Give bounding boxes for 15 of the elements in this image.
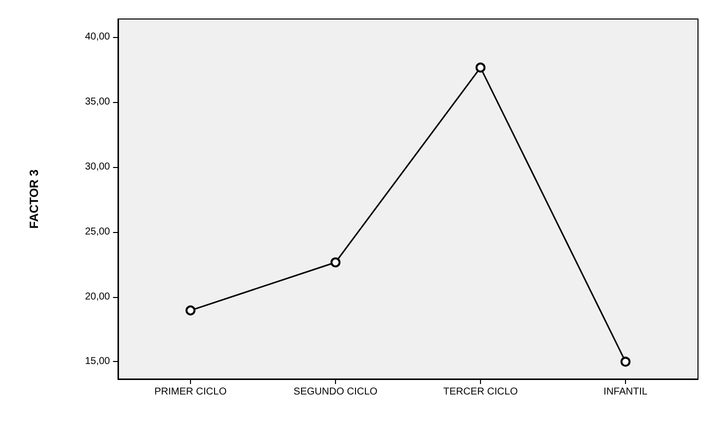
point <box>620 356 630 367</box>
y-tick-label: 40,00 <box>84 32 110 43</box>
point <box>476 62 486 73</box>
point <box>186 305 196 316</box>
x-tick-label: PRIMER CICLO <box>154 386 227 398</box>
y-axis-title: FACTOR 3 <box>27 169 41 229</box>
y-tick-label: 35,00 <box>84 96 110 108</box>
x-tick-label: INFANTIL <box>604 386 648 398</box>
point <box>330 257 340 268</box>
x-tick-label: TERCER CICLO <box>443 386 518 398</box>
y-tick-label: 25,00 <box>84 226 110 238</box>
y-tick-label: 20,00 <box>84 291 110 302</box>
y-tick-label: 30,00 <box>84 161 110 172</box>
x-tick-label: SEGUNDO CICLO <box>294 386 378 398</box>
y-tick-label: 15,00 <box>84 356 110 368</box>
